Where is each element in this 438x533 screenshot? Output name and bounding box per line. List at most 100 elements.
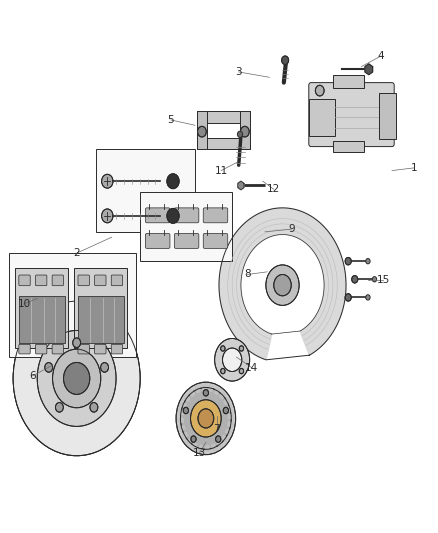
Polygon shape [220, 392, 225, 399]
Bar [96, 149, 195, 232]
FancyBboxPatch shape [174, 233, 199, 248]
Circle shape [198, 409, 214, 428]
Circle shape [73, 338, 81, 348]
Text: 12: 12 [267, 184, 280, 194]
Bar [240, 111, 250, 149]
Polygon shape [224, 398, 230, 405]
Circle shape [101, 362, 109, 372]
Polygon shape [215, 388, 219, 394]
FancyBboxPatch shape [203, 208, 228, 223]
Circle shape [240, 126, 249, 137]
Circle shape [266, 265, 299, 305]
Circle shape [203, 390, 208, 396]
FancyBboxPatch shape [35, 275, 47, 286]
Bar [309, 99, 335, 136]
Bar [197, 138, 250, 149]
Polygon shape [184, 395, 190, 401]
Bar [333, 75, 364, 88]
Circle shape [345, 294, 351, 301]
FancyBboxPatch shape [19, 275, 30, 286]
FancyBboxPatch shape [52, 275, 64, 286]
Polygon shape [209, 386, 213, 392]
Bar [333, 141, 364, 152]
Polygon shape [222, 435, 227, 442]
Circle shape [90, 402, 98, 412]
Polygon shape [181, 402, 186, 408]
Circle shape [221, 368, 225, 374]
Bar [78, 296, 124, 343]
Circle shape [167, 174, 179, 189]
FancyBboxPatch shape [203, 233, 228, 248]
Circle shape [215, 436, 221, 442]
Circle shape [221, 346, 225, 351]
Circle shape [345, 257, 351, 265]
Polygon shape [179, 418, 183, 423]
Polygon shape [228, 422, 233, 427]
Polygon shape [365, 64, 373, 75]
Polygon shape [206, 446, 209, 451]
FancyBboxPatch shape [52, 344, 64, 354]
Circle shape [366, 295, 370, 300]
Polygon shape [180, 425, 185, 431]
FancyBboxPatch shape [78, 344, 89, 354]
Circle shape [13, 301, 140, 456]
Text: 1: 1 [410, 163, 417, 173]
Bar [140, 192, 232, 261]
Text: 11: 11 [215, 166, 228, 175]
Polygon shape [229, 414, 233, 418]
Circle shape [239, 346, 244, 351]
Circle shape [237, 131, 243, 138]
Circle shape [102, 209, 113, 223]
Bar [15, 268, 68, 348]
FancyBboxPatch shape [111, 275, 123, 286]
Text: 15: 15 [377, 275, 390, 285]
Circle shape [176, 382, 236, 455]
Circle shape [64, 362, 90, 394]
Bar [19, 296, 65, 343]
Circle shape [37, 330, 116, 426]
Polygon shape [238, 181, 244, 190]
Circle shape [352, 276, 358, 283]
Text: 5: 5 [167, 115, 174, 125]
FancyBboxPatch shape [19, 344, 30, 354]
Polygon shape [189, 390, 194, 397]
Polygon shape [227, 406, 232, 411]
Polygon shape [199, 445, 203, 451]
Circle shape [198, 126, 206, 137]
Polygon shape [226, 429, 231, 435]
Polygon shape [179, 410, 184, 415]
Text: 2: 2 [73, 248, 80, 258]
FancyBboxPatch shape [35, 344, 47, 354]
Polygon shape [212, 444, 216, 450]
Bar [9, 253, 136, 357]
Circle shape [45, 362, 53, 372]
Polygon shape [182, 432, 188, 439]
Text: 14: 14 [245, 363, 258, 373]
FancyBboxPatch shape [78, 275, 89, 286]
Circle shape [239, 368, 244, 374]
FancyBboxPatch shape [145, 208, 170, 223]
FancyBboxPatch shape [309, 83, 394, 147]
Circle shape [274, 274, 291, 296]
FancyBboxPatch shape [95, 275, 106, 286]
FancyBboxPatch shape [111, 344, 123, 354]
Polygon shape [187, 438, 192, 445]
Polygon shape [202, 385, 206, 391]
Bar [379, 93, 396, 139]
Text: 10: 10 [18, 299, 31, 309]
Circle shape [56, 402, 64, 412]
Polygon shape [195, 386, 200, 393]
Circle shape [180, 387, 231, 449]
Circle shape [215, 338, 250, 381]
Circle shape [53, 349, 101, 408]
Polygon shape [192, 442, 197, 449]
Circle shape [223, 407, 229, 414]
Polygon shape [217, 440, 223, 447]
Circle shape [183, 407, 188, 414]
Circle shape [167, 208, 179, 223]
Polygon shape [219, 208, 346, 360]
Bar [197, 111, 207, 149]
Circle shape [282, 56, 289, 64]
Circle shape [191, 436, 196, 442]
Circle shape [366, 259, 370, 264]
